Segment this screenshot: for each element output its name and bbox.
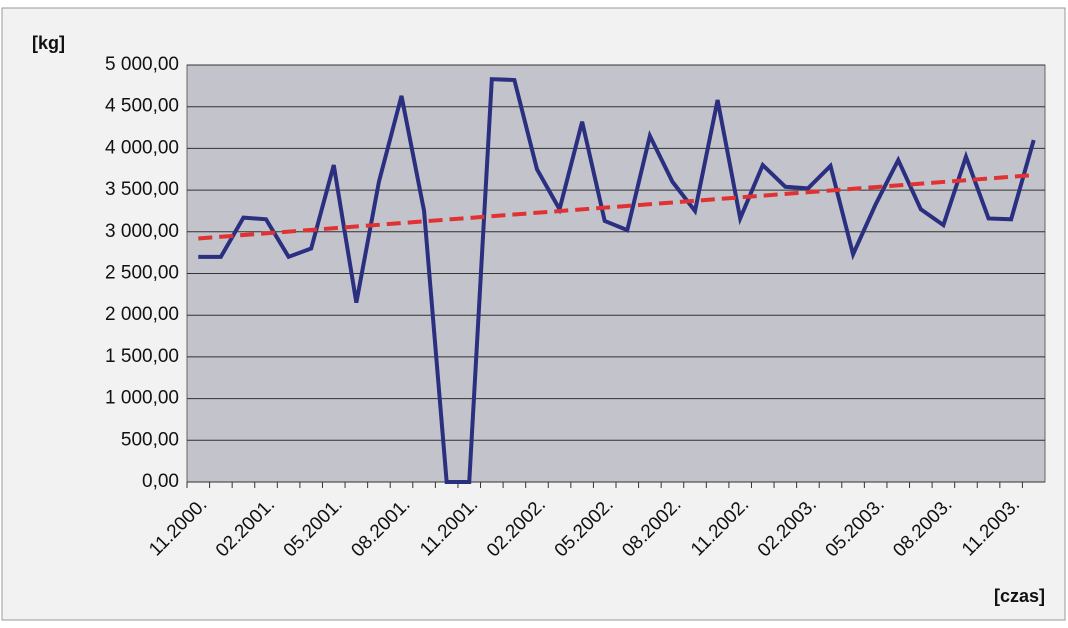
y-tick-label: 500,00 bbox=[121, 429, 179, 450]
y-tick-label: 2 000,00 bbox=[105, 304, 179, 325]
y-tick-label: 3 500,00 bbox=[105, 179, 179, 200]
y-tick-label: 1 000,00 bbox=[105, 388, 179, 409]
x-axis-label: [czas] bbox=[994, 586, 1045, 606]
y-tick-label: 2 500,00 bbox=[105, 263, 179, 284]
y-tick-label: 0,00 bbox=[142, 471, 179, 492]
y-tick-label: 4 500,00 bbox=[105, 96, 179, 117]
y-tick-label: 3 000,00 bbox=[105, 221, 179, 242]
y-tick-label: 4 000,00 bbox=[105, 137, 179, 158]
trend-line bbox=[198, 173, 1034, 241]
data-line bbox=[198, 77, 1036, 484]
y-axis-label: [kg] bbox=[32, 33, 65, 53]
y-tick-label: 5 000,00 bbox=[105, 54, 179, 75]
y-tick-label: 1 500,00 bbox=[105, 346, 179, 367]
